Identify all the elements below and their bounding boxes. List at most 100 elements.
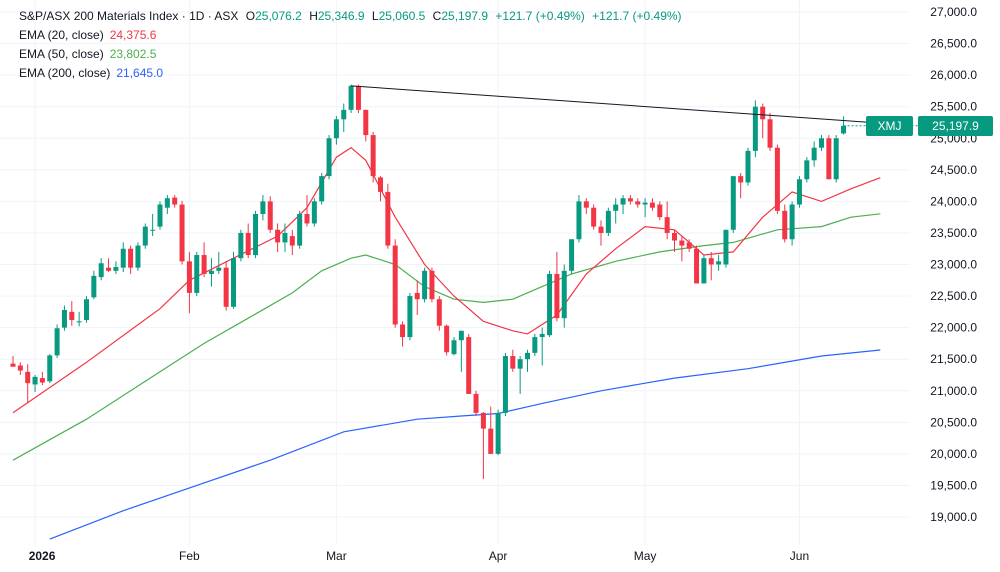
- candle: [106, 258, 112, 273]
- candle-body: [422, 270, 428, 300]
- candle-body: [767, 119, 773, 148]
- candle: [532, 333, 538, 357]
- candle-body: [142, 226, 148, 246]
- candle-body: [502, 356, 508, 413]
- candle: [723, 229, 729, 268]
- candle-body: [833, 138, 839, 180]
- candle: [216, 251, 222, 274]
- candle: [179, 200, 185, 265]
- candle-body: [561, 270, 567, 319]
- candle: [422, 267, 428, 303]
- candle: [627, 195, 633, 205]
- candle: [61, 305, 67, 331]
- ema50-label: EMA (50, close): [19, 47, 104, 61]
- candle-body: [429, 270, 435, 300]
- legend: S&P/ASX 200 Materials Index · 1D · ASX O…: [19, 7, 682, 83]
- candle: [260, 195, 266, 221]
- y-axis[interactable]: 27,000.026,500.026,000.025,500.025,000.0…: [930, 5, 977, 524]
- legend-ema200-row[interactable]: EMA (200, close) 21,645.0: [19, 64, 682, 83]
- candle: [826, 135, 832, 180]
- candle-body: [363, 109, 369, 136]
- x-axis[interactable]: 2026 Feb Mar Apr May Jun: [29, 549, 809, 563]
- candle-body: [289, 236, 295, 246]
- candle-body: [473, 393, 479, 413]
- candle-body: [819, 138, 824, 148]
- candle: [142, 223, 148, 249]
- y-tick-label: 21,000.0: [930, 384, 977, 398]
- trendline[interactable]: [351, 85, 918, 127]
- candle-body: [385, 191, 391, 246]
- candle-body: [297, 214, 303, 246]
- candle: [730, 176, 736, 233]
- candle: [186, 251, 192, 314]
- candle: [407, 292, 413, 341]
- x-tick-label: Apr: [489, 549, 508, 563]
- y-tick-label: 19,500.0: [930, 478, 977, 492]
- candle-body: [98, 263, 104, 278]
- candle: [245, 223, 251, 259]
- candle-body: [694, 248, 700, 284]
- candle: [392, 239, 398, 328]
- candle: [708, 251, 714, 281]
- candle: [525, 349, 530, 372]
- candle-body: [267, 201, 273, 230]
- candle-body: [253, 214, 259, 256]
- candle: [253, 210, 259, 259]
- candle-body: [745, 150, 751, 183]
- candle: [576, 195, 582, 243]
- candle-body: [686, 242, 692, 249]
- x-tick-label: Mar: [326, 549, 347, 563]
- candle-body: [282, 232, 288, 243]
- close-key: C: [432, 9, 442, 23]
- candle-body: [826, 138, 832, 180]
- candle: [782, 204, 788, 243]
- candle: [39, 371, 45, 386]
- candle: [326, 135, 332, 180]
- x-tick-label: Jun: [790, 549, 809, 563]
- candle: [304, 195, 310, 227]
- candle-body: [495, 412, 501, 454]
- candle: [752, 100, 758, 158]
- candle-body: [260, 201, 266, 214]
- candle-body: [716, 261, 722, 265]
- candle: [319, 172, 325, 205]
- candle: [495, 409, 501, 456]
- candle: [694, 245, 700, 284]
- candle-body: [657, 204, 663, 218]
- candle-body: [128, 248, 134, 268]
- y-tick-label: 26,000.0: [930, 68, 977, 82]
- candle-body: [223, 267, 229, 307]
- candle: [738, 172, 744, 199]
- candle-body: [841, 125, 847, 134]
- candle-body: [326, 138, 332, 177]
- legend-ema20-row[interactable]: EMA (20, close) 24,375.6: [19, 26, 682, 45]
- candle-body: [627, 198, 633, 202]
- candle-body: [664, 217, 670, 233]
- candle-body: [378, 177, 383, 192]
- candle: [164, 195, 170, 214]
- candle: [583, 198, 589, 214]
- candle-body: [796, 179, 802, 205]
- candle: [598, 220, 604, 246]
- candle-body: [444, 325, 450, 353]
- ema200-label: EMA (200, close): [19, 66, 111, 80]
- candle: [282, 223, 288, 252]
- y-tick-label: 21,500.0: [930, 352, 977, 366]
- gridlines: [0, 0, 910, 545]
- candle-body: [84, 299, 89, 321]
- y-tick-label: 20,000.0: [930, 447, 977, 461]
- candle: [32, 374, 38, 393]
- candle: [172, 195, 178, 208]
- candle: [642, 198, 648, 218]
- y-tick-label: 23,000.0: [930, 258, 977, 272]
- candle-body: [701, 258, 707, 284]
- candle-body: [517, 359, 523, 369]
- candle-body: [782, 210, 788, 240]
- legend-ema50-row[interactable]: EMA (50, close) 23,802.5: [19, 45, 682, 64]
- candle-body: [760, 106, 766, 120]
- candle-body: [804, 160, 810, 180]
- symbol-title[interactable]: S&P/ASX 200 Materials Index · 1D · ASX: [19, 9, 239, 23]
- candle-body: [569, 239, 575, 271]
- candle-body: [304, 214, 310, 224]
